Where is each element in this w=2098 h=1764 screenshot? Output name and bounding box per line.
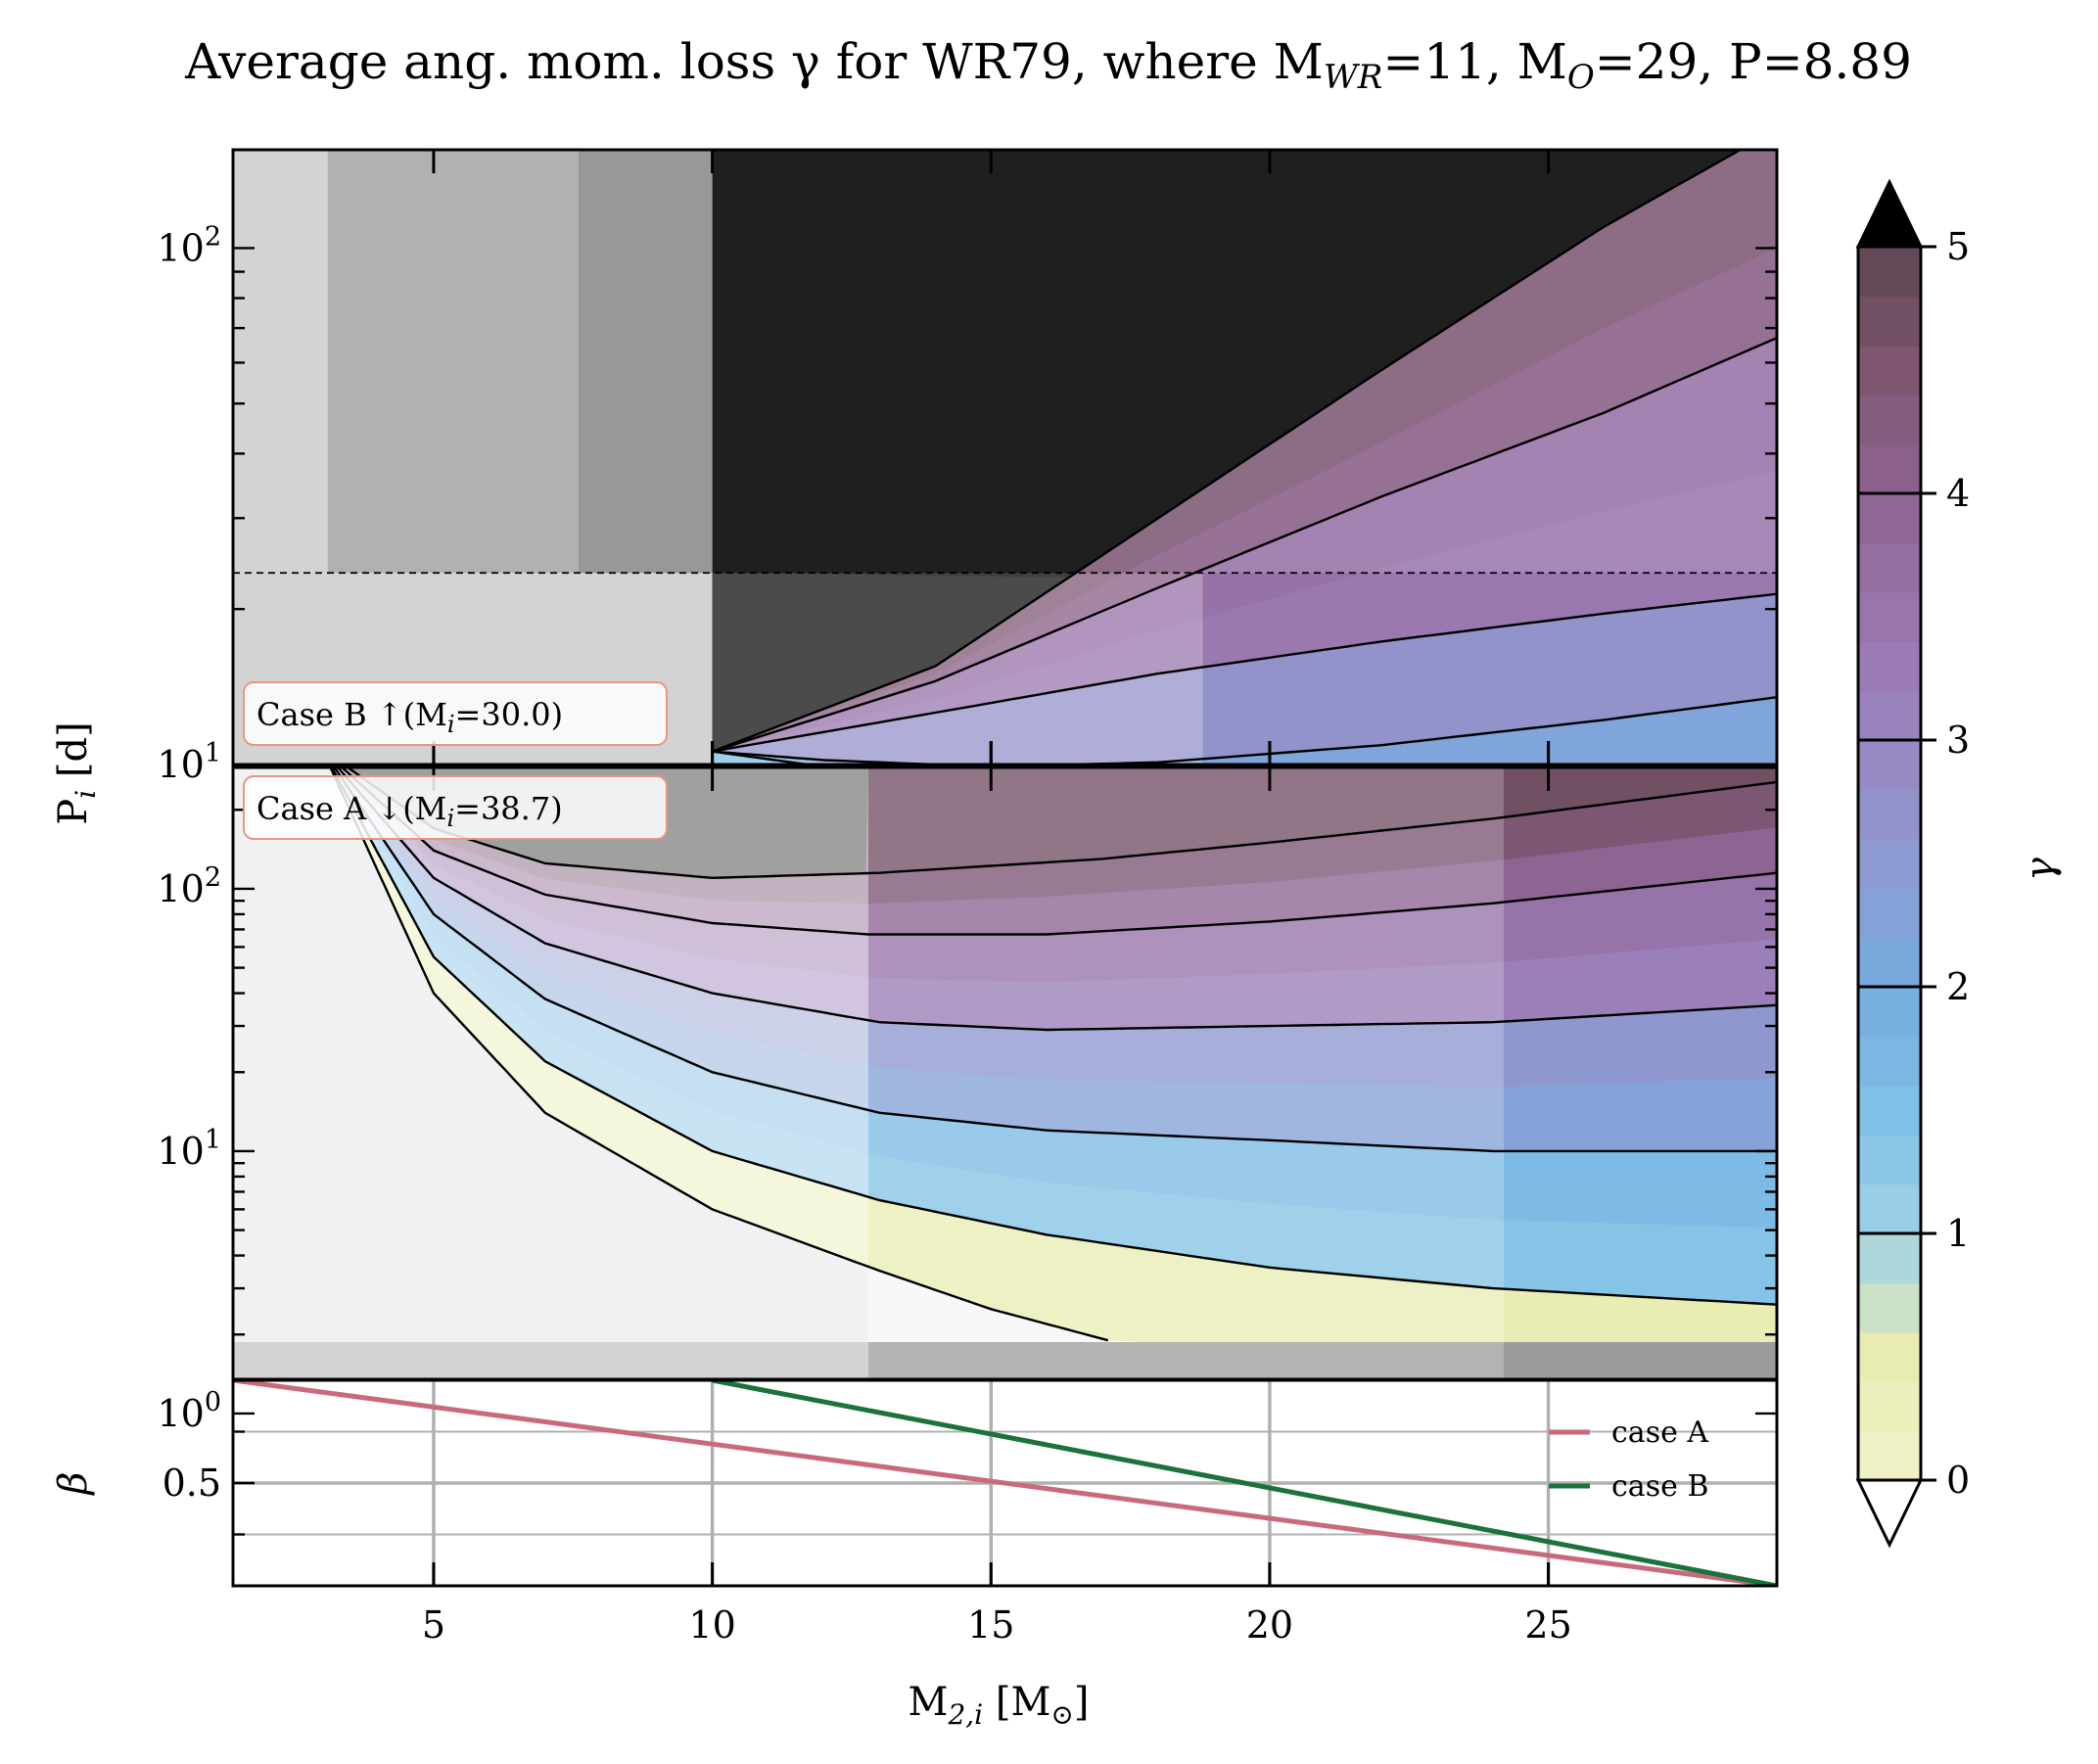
svg-text:Case B ↑(Mi=30.0): Case B ↑(Mi=30.0) xyxy=(256,696,563,738)
colorbar-level xyxy=(1858,987,1921,1038)
colorbar-level xyxy=(1858,690,1921,741)
top-veil xyxy=(712,150,1777,574)
colorbar-level xyxy=(1858,740,1921,791)
mid-contour-gamma-3 xyxy=(336,767,1777,1032)
top-gamma-band xyxy=(712,338,1777,752)
mid-masked-left xyxy=(233,767,1108,1342)
colorbar-level xyxy=(1858,542,1921,593)
mid-contour-gamma-0 xyxy=(329,767,1109,1342)
top-masked-region-upper xyxy=(233,150,328,574)
top-contour-gamma-2 xyxy=(712,696,1777,765)
mid-bottom-strip xyxy=(868,1342,1505,1379)
x-tick-label: 10 xyxy=(688,1603,735,1647)
chart-title: Average ang. mom. loss γ for WR79, where… xyxy=(184,33,1912,97)
colorbar-level xyxy=(1858,888,1921,939)
colorbar-level xyxy=(1858,1282,1921,1333)
colorbar-level xyxy=(1858,1085,1921,1136)
colorbar-level xyxy=(1858,1430,1921,1481)
mid-contour-gamma-2 xyxy=(333,767,1777,1153)
mid-veil-center xyxy=(868,767,1505,1379)
colorbar-label: γ xyxy=(2018,858,2063,881)
beta-axis-label: β xyxy=(51,1471,96,1496)
top-axes-frame xyxy=(231,148,1779,766)
colorbar-level xyxy=(1858,395,1921,445)
colorbar-level xyxy=(1858,1331,1921,1382)
colorbar-level xyxy=(1858,247,1921,298)
top-contour-gamma-5 xyxy=(712,150,1744,753)
colorbar-tick-label: 3 xyxy=(1946,719,1970,762)
colorbar-extend-under xyxy=(1855,1478,1924,1549)
top-contour-gamma-3 xyxy=(712,592,1777,753)
beta-line-case-B xyxy=(712,1380,1777,1586)
y-tick-label-middle: 102 xyxy=(157,862,221,910)
case-b-label-box: Case B ↑(Mi=30.0) xyxy=(243,681,668,746)
axis-ticks: 5 10 15 20 25 101 102 100 101 102 0.5 xyxy=(157,150,1777,1647)
top-gamma-band xyxy=(712,697,1777,765)
colorbar-level xyxy=(1858,789,1921,840)
mid-gamma-band xyxy=(330,767,1777,1379)
mid-contour-gamma-5 xyxy=(346,767,1777,880)
top-masked-region-upper xyxy=(578,150,713,574)
case-a-label-box: Case A ↓(Mi=38.7) xyxy=(243,775,668,840)
x-tick-label: 5 xyxy=(422,1603,445,1647)
x-tick-label: 25 xyxy=(1524,1603,1571,1647)
colorbar-tick-label: 2 xyxy=(1946,965,1970,1008)
colorbar-level xyxy=(1858,838,1921,889)
mid-contour-gamma-1 xyxy=(330,767,1777,1306)
mid-gamma-subband xyxy=(333,767,1777,1229)
colorbar-level xyxy=(1858,1184,1921,1234)
colorbar-level xyxy=(1858,591,1921,642)
x-tick-label: 20 xyxy=(1246,1603,1293,1647)
y-tick-label-top: 101 xyxy=(157,738,221,786)
top-contour-gamma-4 xyxy=(712,337,1777,753)
mid-gamma-subband xyxy=(345,767,1777,905)
y-tick-label-middle: 101 xyxy=(157,1125,221,1173)
top-panel-case-b xyxy=(233,150,1777,765)
y-tick-label-middle: 100 xyxy=(157,1387,221,1435)
top-gamma-band xyxy=(712,751,936,765)
mid-contour-gamma-4 xyxy=(340,767,1777,936)
colorbar-tick-label: 1 xyxy=(1946,1212,1970,1255)
colorbar-tick-label: 5 xyxy=(1946,225,1970,268)
colorbar-tick-label: 0 xyxy=(1946,1459,1970,1502)
colorbar-level xyxy=(1858,1135,1921,1185)
top-gamma-band xyxy=(712,593,1777,765)
legend-label-case-a: case A xyxy=(1611,1416,1708,1450)
colorbar-level xyxy=(1858,345,1921,395)
gamma-colorbar: 0 1 2 3 4 5 xyxy=(1855,178,1970,1549)
colorbar-level xyxy=(1858,641,1921,692)
beta-tick-label: 0.5 xyxy=(163,1462,221,1505)
y-tick-label-top: 102 xyxy=(157,221,221,269)
colorbar-level xyxy=(1858,1381,1921,1432)
top-contour-gamma-1 xyxy=(712,750,816,765)
beta-legend: case A case B xyxy=(1549,1416,1708,1504)
colorbar-tick-label: 4 xyxy=(1946,472,1970,515)
colorbar-level xyxy=(1858,493,1921,544)
y-axis-label: Pi [d] xyxy=(51,721,102,824)
legend-label-case-b: case B xyxy=(1611,1469,1708,1504)
colorbar-level xyxy=(1858,443,1921,494)
x-axis-label: M2,i [M⊙] xyxy=(909,1680,1090,1731)
mid-bottom-strip xyxy=(233,1342,869,1379)
mid-bottom-strip xyxy=(1504,1342,1777,1379)
colorbar-level xyxy=(1858,1233,1921,1284)
colorbar-level xyxy=(1858,937,1921,988)
top-gamma-subband xyxy=(712,150,1777,752)
beta-line-case-A xyxy=(233,1380,1777,1586)
top-masked-region-upper xyxy=(327,150,579,574)
bottom-panel-beta xyxy=(233,1380,1777,1586)
colorbar-level xyxy=(1858,296,1921,347)
svg-text:Case A ↓(Mi=38.7): Case A ↓(Mi=38.7) xyxy=(256,790,563,832)
colorbar-level xyxy=(1858,1036,1921,1087)
middle-panel-case-a xyxy=(233,767,1777,1379)
colorbar-extend-over xyxy=(1855,178,1924,249)
x-tick-label: 15 xyxy=(967,1603,1014,1647)
